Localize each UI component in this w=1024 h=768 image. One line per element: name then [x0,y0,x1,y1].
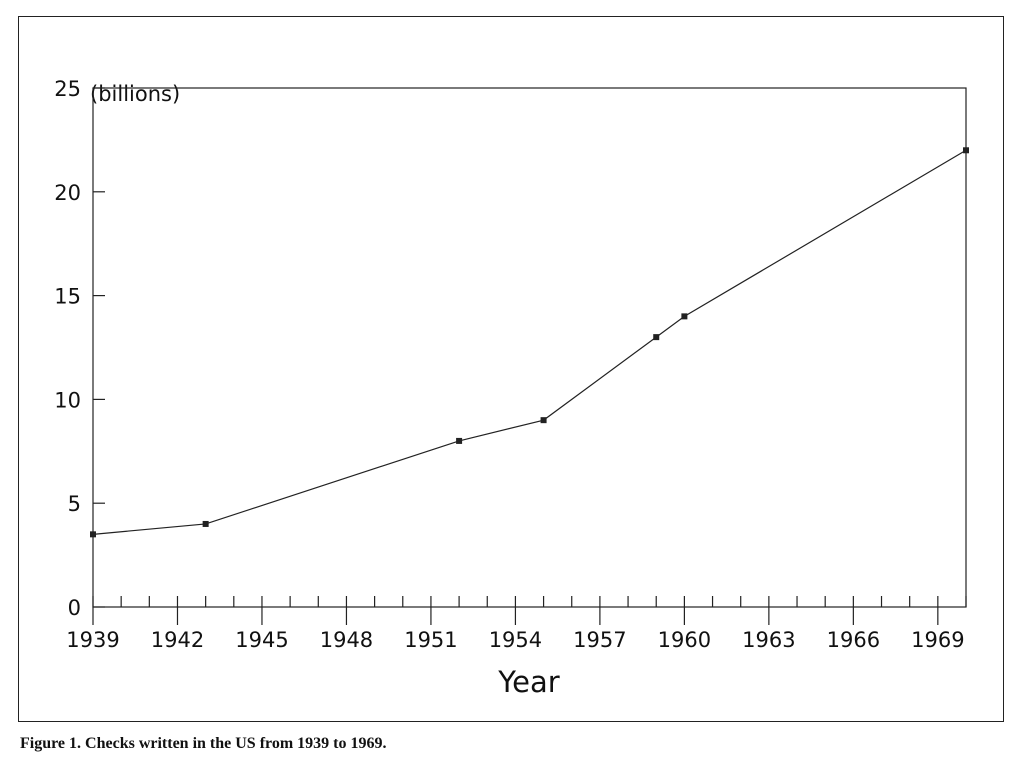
x-tick-label: 1963 [742,628,795,652]
y-tick-label: 15 [54,285,81,309]
figure-caption: Figure 1. Checks written in the US from … [20,735,387,752]
x-tick-label: 1966 [827,628,880,652]
data-point [963,147,969,154]
x-tick-label: 1945 [235,628,288,652]
data-point [681,313,688,320]
y-tick-label: 0 [68,596,81,620]
x-tick-label: 1960 [658,628,711,652]
y-tick-label: 10 [54,388,81,412]
data-point [653,334,660,341]
x-tick-label: 1942 [151,628,204,652]
y-tick-label: 25 [54,77,81,101]
data-point [202,520,209,527]
x-axis-label: Year [497,665,559,699]
y-tick-label: 20 [54,181,81,205]
data-point [456,437,463,444]
plot-area-border [92,87,967,608]
x-tick-label: 1954 [489,628,542,652]
x-tick-label: 1969 [911,628,964,652]
data-point [90,531,96,538]
y-axis-label: (billions) [90,82,180,106]
figure-frame [18,16,1004,722]
series-line [92,149,967,535]
y-tick-label: 5 [68,492,81,516]
x-tick-label: 1957 [573,628,626,652]
x-tick-label: 1939 [66,628,119,652]
x-tick-label: 1951 [404,628,457,652]
data-point [540,417,547,424]
x-tick-label: 1948 [320,628,373,652]
